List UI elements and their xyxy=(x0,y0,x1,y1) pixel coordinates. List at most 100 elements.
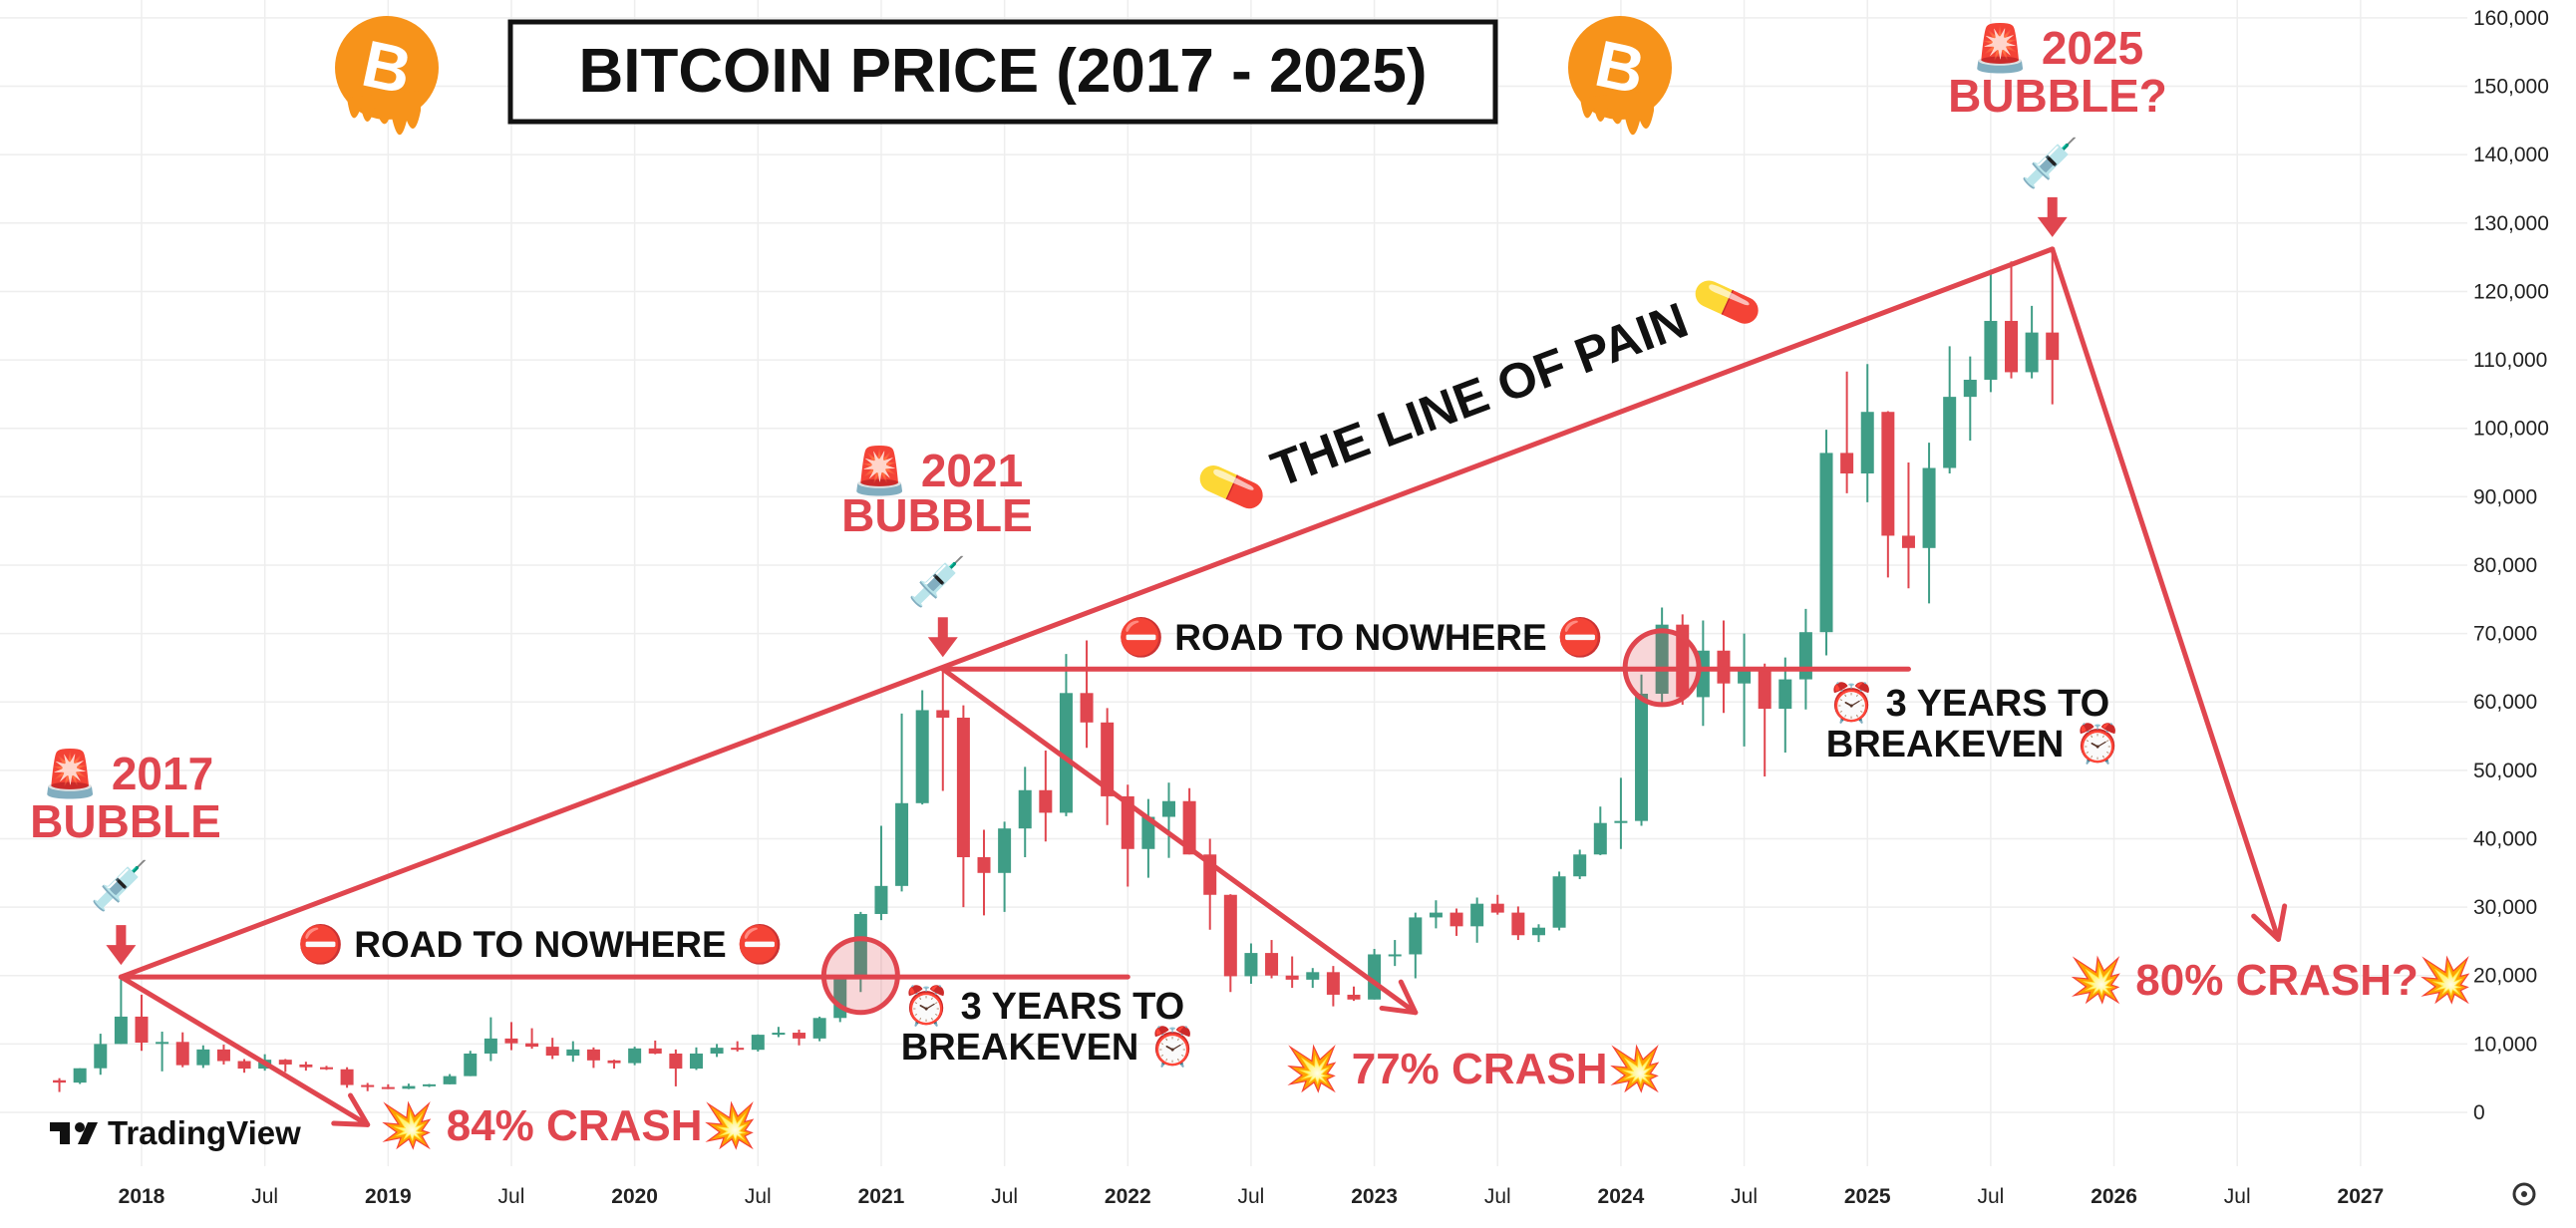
y-tick-label: 50,000 xyxy=(2473,760,2537,782)
candle xyxy=(669,1049,683,1086)
y-tick-label: 90,000 xyxy=(2473,485,2537,508)
candle xyxy=(237,1059,251,1074)
candle-body xyxy=(1901,535,1915,548)
candle xyxy=(1614,777,1628,849)
candle-body xyxy=(278,1060,292,1065)
breakeven-label-2: ⏰ 3 YEARS TO BREAKEVEN ⏰ xyxy=(1826,680,2121,766)
x-tick-label: Jul xyxy=(498,1185,525,1208)
svg-text:⏰ 3 YEARS TO: ⏰ 3 YEARS TO xyxy=(1828,680,2109,725)
breakeven-label-1: ⏰ 3 YEARS TO BREAKEVEN ⏰ xyxy=(901,983,1196,1069)
peak-arrow-icon xyxy=(106,925,137,966)
candle xyxy=(956,705,970,908)
x-tick-label: 2026 xyxy=(2091,1185,2137,1208)
candle xyxy=(340,1067,354,1088)
candle xyxy=(1347,986,1361,1002)
candle-body xyxy=(1285,975,1299,980)
candle-body xyxy=(1368,954,1382,1000)
candle xyxy=(73,1068,87,1084)
candle-body xyxy=(319,1067,333,1070)
bubble-2025-line1: 🚨 2025 xyxy=(1972,22,2143,75)
candle xyxy=(1162,782,1175,858)
bitcoin-logo-icon: B xyxy=(335,16,439,136)
candle xyxy=(545,1038,559,1060)
candle-body xyxy=(1943,397,1957,468)
candle xyxy=(319,1066,333,1071)
candle xyxy=(977,829,991,916)
x-tick-label: Jul xyxy=(2224,1185,2251,1208)
crash-label-84: 💥 84% CRASH💥 xyxy=(380,1100,758,1151)
line-of-pain-label: 💊 THE LINE OF PAIN 💊 xyxy=(1192,263,1768,526)
candle-body xyxy=(545,1047,559,1057)
candle xyxy=(1738,633,1752,747)
candle-body xyxy=(915,710,929,803)
candle xyxy=(1203,838,1217,930)
candle-body xyxy=(1819,453,1833,633)
candle-body xyxy=(1593,822,1607,855)
annotation-bubble-2021: 🚨 2021 BUBBLE 💉 xyxy=(841,445,1033,609)
candle-body xyxy=(1840,453,1854,473)
candle-body xyxy=(1039,789,1053,813)
candle-body xyxy=(216,1049,230,1062)
candle-body xyxy=(1573,854,1587,877)
trendlines xyxy=(106,196,2288,1127)
candle-body xyxy=(73,1068,87,1083)
candle xyxy=(1860,364,1874,502)
y-tick-label: 70,000 xyxy=(2473,623,2537,646)
candle xyxy=(2025,305,2039,379)
y-tick-label: 140,000 xyxy=(2473,144,2549,166)
candle-body xyxy=(237,1061,251,1070)
svg-text:BREAKEVEN ⏰: BREAKEVEN ⏰ xyxy=(1826,721,2121,766)
candle-body xyxy=(2025,332,2039,373)
gear-icon[interactable] xyxy=(2512,1182,2536,1206)
price-axis: 0 10,000 20,000 30,000 40,000 50,000 60,000 70,… xyxy=(2473,7,2549,1124)
candle xyxy=(1758,663,1771,777)
candle-body xyxy=(1860,412,1874,473)
candle xyxy=(175,1032,189,1068)
candle-body xyxy=(1388,954,1402,957)
x-tick-label: 2027 xyxy=(2338,1185,2385,1208)
candle xyxy=(793,1029,806,1046)
bubble-2017-line2: BUBBLE xyxy=(30,795,221,847)
y-tick-label: 40,000 xyxy=(2473,827,2537,850)
trendline-line-of-pain xyxy=(118,246,2056,980)
candle xyxy=(1881,411,1895,578)
candle xyxy=(94,1034,108,1075)
candle-body xyxy=(566,1049,580,1057)
candle xyxy=(135,994,149,1052)
candle-body xyxy=(1141,816,1155,849)
candle-body xyxy=(895,802,909,886)
candle-body xyxy=(1655,624,1669,694)
candle xyxy=(483,1017,497,1062)
candle-body xyxy=(628,1048,642,1064)
candle xyxy=(196,1045,210,1069)
candle-body xyxy=(175,1042,189,1066)
candle xyxy=(607,1060,621,1070)
candle-body xyxy=(483,1038,497,1054)
candle xyxy=(1080,640,1094,749)
candle xyxy=(648,1040,662,1055)
candle-body xyxy=(998,828,1012,873)
candle xyxy=(423,1083,437,1087)
x-tick-label: Jul xyxy=(1977,1185,2004,1208)
candle xyxy=(1182,787,1196,855)
candle-body xyxy=(710,1048,724,1054)
crash-label-77: 💥 77% CRASH💥 xyxy=(1285,1044,1663,1094)
candle-body xyxy=(731,1048,745,1051)
candle-body xyxy=(1922,467,1936,548)
candle xyxy=(895,713,909,892)
candle xyxy=(1573,849,1587,879)
candle xyxy=(1943,346,1957,473)
candle-body xyxy=(936,710,950,719)
candle-body xyxy=(1121,795,1134,849)
x-tick-label: 2019 xyxy=(365,1185,412,1208)
candle-body xyxy=(853,913,867,978)
road-to-nowhere-label-2: ⛔ ROAD TO NOWHERE ⛔ xyxy=(1119,616,1603,659)
candle-body xyxy=(1778,679,1792,710)
candle xyxy=(751,1034,765,1052)
candle-body xyxy=(2046,332,2060,361)
candle xyxy=(710,1044,724,1058)
candle xyxy=(1141,798,1155,878)
candle xyxy=(915,690,929,805)
candle-body xyxy=(1449,912,1463,927)
syringe-icon: 💉 xyxy=(90,858,150,913)
